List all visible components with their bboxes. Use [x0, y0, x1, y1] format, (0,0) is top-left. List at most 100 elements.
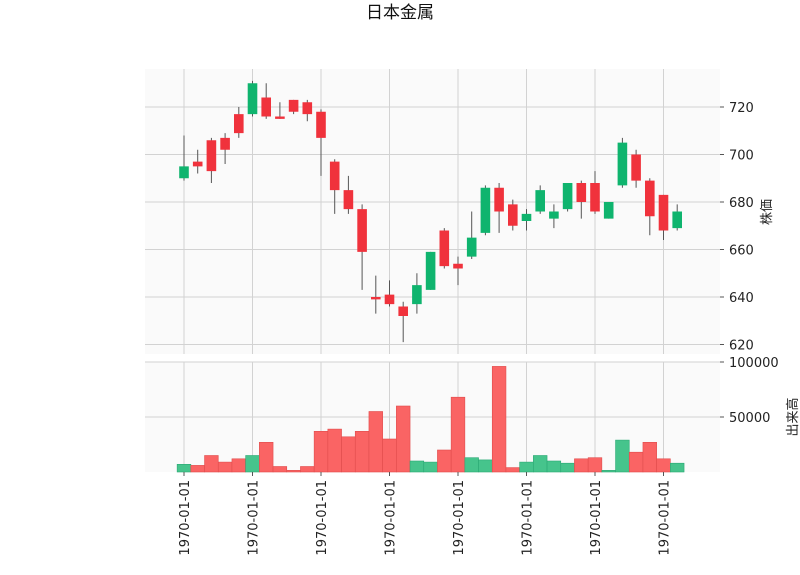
volume-bar — [505, 467, 520, 473]
volume-bar — [615, 439, 630, 473]
candle-body — [302, 102, 313, 115]
candle-body — [480, 187, 491, 233]
volume-bar — [628, 451, 644, 473]
volume-bar — [533, 455, 548, 473]
x-tick-label: 1970-01-01 — [452, 480, 467, 556]
candle-body — [357, 209, 367, 252]
chart-title: 日本金属 — [366, 3, 434, 23]
volume-bar — [382, 438, 397, 473]
volume-bar — [245, 455, 260, 473]
volume-bar — [354, 430, 370, 473]
candle-body — [631, 154, 641, 181]
volume-bar — [259, 441, 274, 473]
candle-body — [179, 166, 189, 179]
price-tick-label: 720 — [729, 101, 754, 116]
volume-bar — [313, 430, 329, 473]
price-panel-background — [145, 69, 720, 354]
x-tick-label: 1970-01-01 — [521, 480, 536, 556]
volume-axis-title: 出来高 — [785, 397, 800, 436]
candle-body — [603, 202, 614, 219]
candle-body — [439, 230, 450, 267]
volume-bar — [396, 405, 411, 473]
price-tick-label: 640 — [729, 291, 754, 306]
volume-bar — [286, 470, 301, 473]
price-axis-title: 株価 — [760, 199, 775, 225]
volume-bar — [464, 457, 479, 473]
grid-lines — [145, 69, 720, 472]
candle-body — [275, 116, 285, 119]
candle-body — [672, 211, 682, 229]
volume-tick-label: 50000 — [729, 411, 770, 426]
x-tick-label: 1970-01-01 — [315, 480, 330, 556]
tick-labels: 620 640 660 680 700 720 50000 100000 1970-01-01 1… — [178, 101, 779, 556]
volume-bar — [409, 460, 425, 473]
volume-bar — [546, 460, 562, 473]
volume-bar — [656, 458, 671, 473]
candlesticks — [179, 80, 682, 343]
volume-tick-label: 100000 — [729, 356, 779, 371]
volume-bar — [450, 396, 466, 473]
volume-bar — [368, 411, 383, 473]
candle-body — [261, 97, 271, 117]
volume-bar — [231, 458, 246, 473]
candle-body — [316, 111, 326, 138]
candle-body — [590, 183, 600, 212]
volume-bar — [217, 461, 233, 473]
candle-body — [494, 187, 504, 212]
volume-bar — [327, 428, 342, 473]
candle-body — [398, 306, 408, 316]
volume-bar — [519, 461, 534, 473]
candle-body — [576, 183, 587, 202]
candle-body — [343, 190, 354, 210]
candle-body — [288, 99, 299, 112]
candle-body — [371, 297, 381, 300]
volume-bars — [176, 366, 685, 473]
candle-body — [617, 142, 628, 186]
volume-bar — [642, 441, 657, 473]
x-tick-label: 1970-01-01 — [589, 480, 604, 556]
candle-body — [535, 190, 545, 212]
axis-ticks — [183, 106, 724, 476]
candle-body — [247, 83, 258, 115]
price-tick-label: 700 — [729, 149, 754, 164]
x-tick-label: 1970-01-01 — [658, 480, 673, 556]
candle-body — [549, 211, 559, 219]
candle-body — [521, 213, 532, 221]
volume-bar — [341, 436, 356, 473]
candle-body — [453, 263, 463, 269]
volume-bar — [587, 457, 603, 473]
candle-body — [562, 183, 573, 210]
candle-body — [658, 194, 669, 231]
price-tick-label: 680 — [729, 196, 754, 211]
x-tick-label: 1970-01-01 — [178, 480, 193, 556]
volume-bar — [491, 366, 507, 473]
volume-bar — [670, 462, 685, 473]
candle-body — [206, 140, 217, 172]
volume-bar — [423, 461, 438, 473]
volume-bar — [478, 459, 493, 473]
candle-body — [234, 114, 244, 134]
candle-body — [412, 285, 422, 305]
candle-body — [220, 137, 230, 150]
candle-body — [329, 161, 340, 191]
candle-body — [508, 204, 518, 226]
volume-bar — [190, 465, 205, 473]
volume-bar — [601, 470, 616, 473]
price-tick-label: 660 — [729, 244, 754, 259]
volume-bar — [272, 466, 288, 473]
volume-bar — [300, 466, 315, 473]
candle-body — [425, 251, 436, 290]
x-tick-label: 1970-01-01 — [384, 480, 399, 556]
volume-bar — [437, 449, 452, 473]
candle-body — [192, 161, 203, 167]
volume-bar — [176, 463, 192, 473]
price-tick-label: 620 — [729, 339, 754, 354]
x-tick-label: 1970-01-01 — [247, 480, 262, 556]
volume-bar — [560, 462, 575, 473]
volume-bar — [204, 455, 219, 473]
volume-bar — [574, 458, 589, 473]
candle-body — [466, 237, 477, 257]
candle-body — [384, 294, 395, 305]
